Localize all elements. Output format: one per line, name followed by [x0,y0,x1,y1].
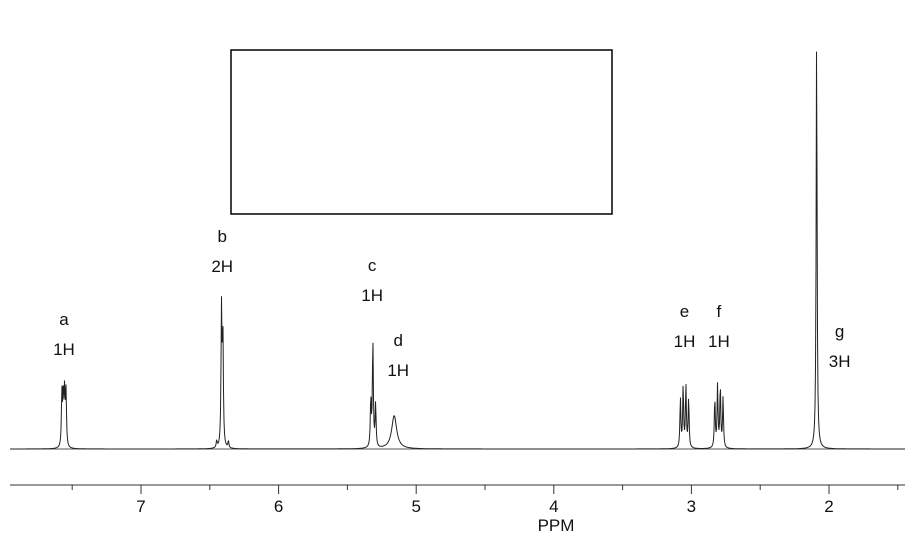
peak-integral: 1H [674,332,696,351]
peak-label: f [717,302,722,321]
tick-label: 3 [687,497,696,516]
tick-label: 7 [136,497,145,516]
peak-label: e [680,302,689,321]
peak-label: b [217,227,226,246]
structure-box [230,49,613,215]
peak-integral: 3H [829,352,851,371]
peak-label: c [368,256,377,275]
peak-label: g [835,322,844,341]
peak-label: a [59,310,69,329]
x-axis-label: PPM [538,516,575,535]
peak-label: d [393,331,402,350]
peak-labels: a 1H b 2H c 1H d 1H e 1H f 1H g 3H [53,227,850,380]
peak-integral: 1H [708,332,730,351]
tick-label: 5 [411,497,420,516]
spectrum-trace [10,51,905,450]
tick-label: 4 [549,497,558,516]
peak-integral: 1H [361,286,383,305]
tick-label: 6 [274,497,283,516]
peak-integral: 1H [387,361,409,380]
peak-integral: 2H [211,257,233,276]
x-axis-tick-labels: 7 6 5 4 3 2 [136,497,833,516]
peak-integral: 1H [53,340,75,359]
tick-label: 2 [824,497,833,516]
x-axis-ticks [71,485,899,494]
spectrum-peaks [10,51,905,450]
